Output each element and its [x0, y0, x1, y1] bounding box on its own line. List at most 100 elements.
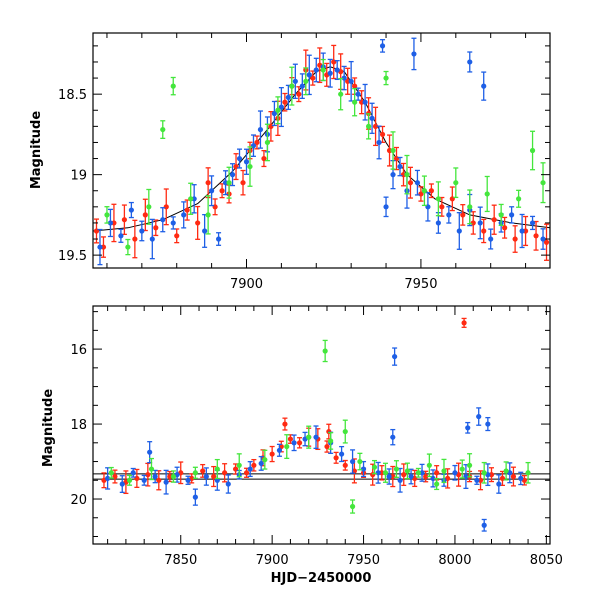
- bottom-data-point: [214, 458, 220, 480]
- top-data-point: [149, 218, 155, 260]
- top-panel: 7900 7950 18.5 19 19.5: [58, 32, 551, 292]
- bottom-data-point: [404, 462, 411, 480]
- bottom-data-point: [379, 465, 385, 481]
- top-data-point: [132, 219, 138, 259]
- top-data-point: [383, 70, 389, 86]
- bottom-data-point: [236, 453, 242, 478]
- top-data-point: [306, 54, 312, 96]
- bottom-data-point: [525, 461, 531, 484]
- top-x-tick-label: 7950: [404, 277, 437, 292]
- top-data-point: [313, 57, 319, 83]
- top-data-point: [529, 130, 536, 171]
- bottom-data-point: [185, 475, 191, 485]
- top-data-point: [453, 167, 459, 199]
- top-data-point: [104, 206, 110, 224]
- bottom-data-point: [247, 461, 253, 478]
- bottom-data-point: [485, 463, 491, 487]
- top-data-point: [195, 205, 201, 240]
- top-plot-area: [93, 37, 550, 266]
- bottom-data-point: [222, 463, 228, 483]
- top-data-point: [125, 238, 131, 256]
- top-data-point: [202, 214, 208, 248]
- top-data-point: [250, 134, 257, 157]
- top-data-point: [236, 148, 243, 169]
- top-data-point: [229, 163, 236, 187]
- bottom-data-point: [393, 460, 400, 479]
- bottom-data-point: [485, 416, 491, 432]
- top-data-point: [425, 192, 431, 222]
- top-data-point: [540, 228, 546, 250]
- top-data-point: [446, 206, 452, 224]
- top-data-point: [146, 188, 152, 225]
- top-data-point: [233, 153, 239, 181]
- bottom-data-point: [258, 455, 264, 471]
- top-data-point: [310, 70, 316, 86]
- top-data-point: [481, 71, 487, 101]
- bottom-data-point: [503, 461, 509, 481]
- bottom-x-tick-label: 8000: [438, 553, 471, 568]
- bottom-data-point: [371, 459, 378, 475]
- top-data-point: [502, 216, 508, 239]
- bottom-data-point: [342, 459, 348, 471]
- top-data-point: [142, 198, 148, 232]
- top-y-tick-label: 19: [70, 169, 87, 184]
- bottom-data-point: [282, 417, 288, 431]
- top-data-point: [477, 206, 483, 240]
- bottom-x-tick-label: 7950: [347, 553, 380, 568]
- top-model-curve: [93, 66, 550, 232]
- top-data-point: [421, 175, 428, 207]
- bottom-data-point: [276, 443, 283, 457]
- bottom-data-point: [108, 466, 114, 479]
- top-data-point: [170, 76, 176, 96]
- bottom-data-point: [476, 407, 482, 426]
- top-data-point: [327, 58, 333, 88]
- top-y-axis-label: Magnitude: [29, 111, 44, 190]
- bottom-data-point: [392, 347, 398, 366]
- bottom-data-point: [481, 518, 487, 532]
- top-data-point: [205, 195, 211, 235]
- top-data-point: [320, 58, 326, 82]
- top-data-point: [348, 60, 354, 102]
- top-y-tick-label: 18.5: [58, 88, 87, 103]
- bottom-data-point: [211, 465, 217, 488]
- bottom-data-point: [510, 466, 517, 487]
- bottom-data-point: [390, 428, 396, 446]
- bottom-plot-area: [93, 317, 550, 532]
- bottom-data-point: [302, 431, 308, 447]
- top-data-point: [268, 111, 274, 142]
- top-data-point: [543, 223, 550, 261]
- bottom-data-point: [322, 339, 328, 363]
- bottom-data-point: [357, 452, 363, 471]
- bottom-data-point: [163, 469, 169, 495]
- top-data-point: [411, 37, 417, 71]
- top-data-point: [467, 189, 473, 225]
- top-data-point: [278, 87, 284, 128]
- top-data-point: [292, 63, 298, 100]
- top-data-point: [299, 73, 305, 100]
- top-data-point: [188, 182, 194, 215]
- bottom-data-point: [456, 462, 462, 487]
- bottom-data-point: [192, 488, 198, 506]
- top-data-point: [383, 196, 389, 218]
- top-data-point: [261, 149, 267, 168]
- top-data-point: [247, 146, 253, 187]
- top-data-point: [160, 120, 166, 140]
- bottom-data-point: [434, 477, 440, 491]
- bottom-data-point: [291, 434, 297, 452]
- top-data-point: [428, 183, 434, 199]
- bottom-x-tick-label: 7850: [164, 553, 197, 568]
- top-data-point: [379, 39, 386, 53]
- bottom-data-point: [170, 470, 177, 483]
- top-data-point: [529, 215, 536, 231]
- top-data-point: [170, 216, 176, 230]
- top-data-point: [219, 183, 225, 199]
- top-data-point: [215, 232, 222, 246]
- top-data-point: [181, 201, 187, 229]
- top-data-point: [491, 204, 497, 235]
- top-data-point: [97, 228, 103, 266]
- bottom-data-point: [101, 472, 107, 489]
- top-data-point: [212, 198, 218, 216]
- top-data-point: [516, 189, 522, 208]
- bottom-y-tick-label: 18: [70, 418, 87, 433]
- top-data-point: [243, 148, 250, 175]
